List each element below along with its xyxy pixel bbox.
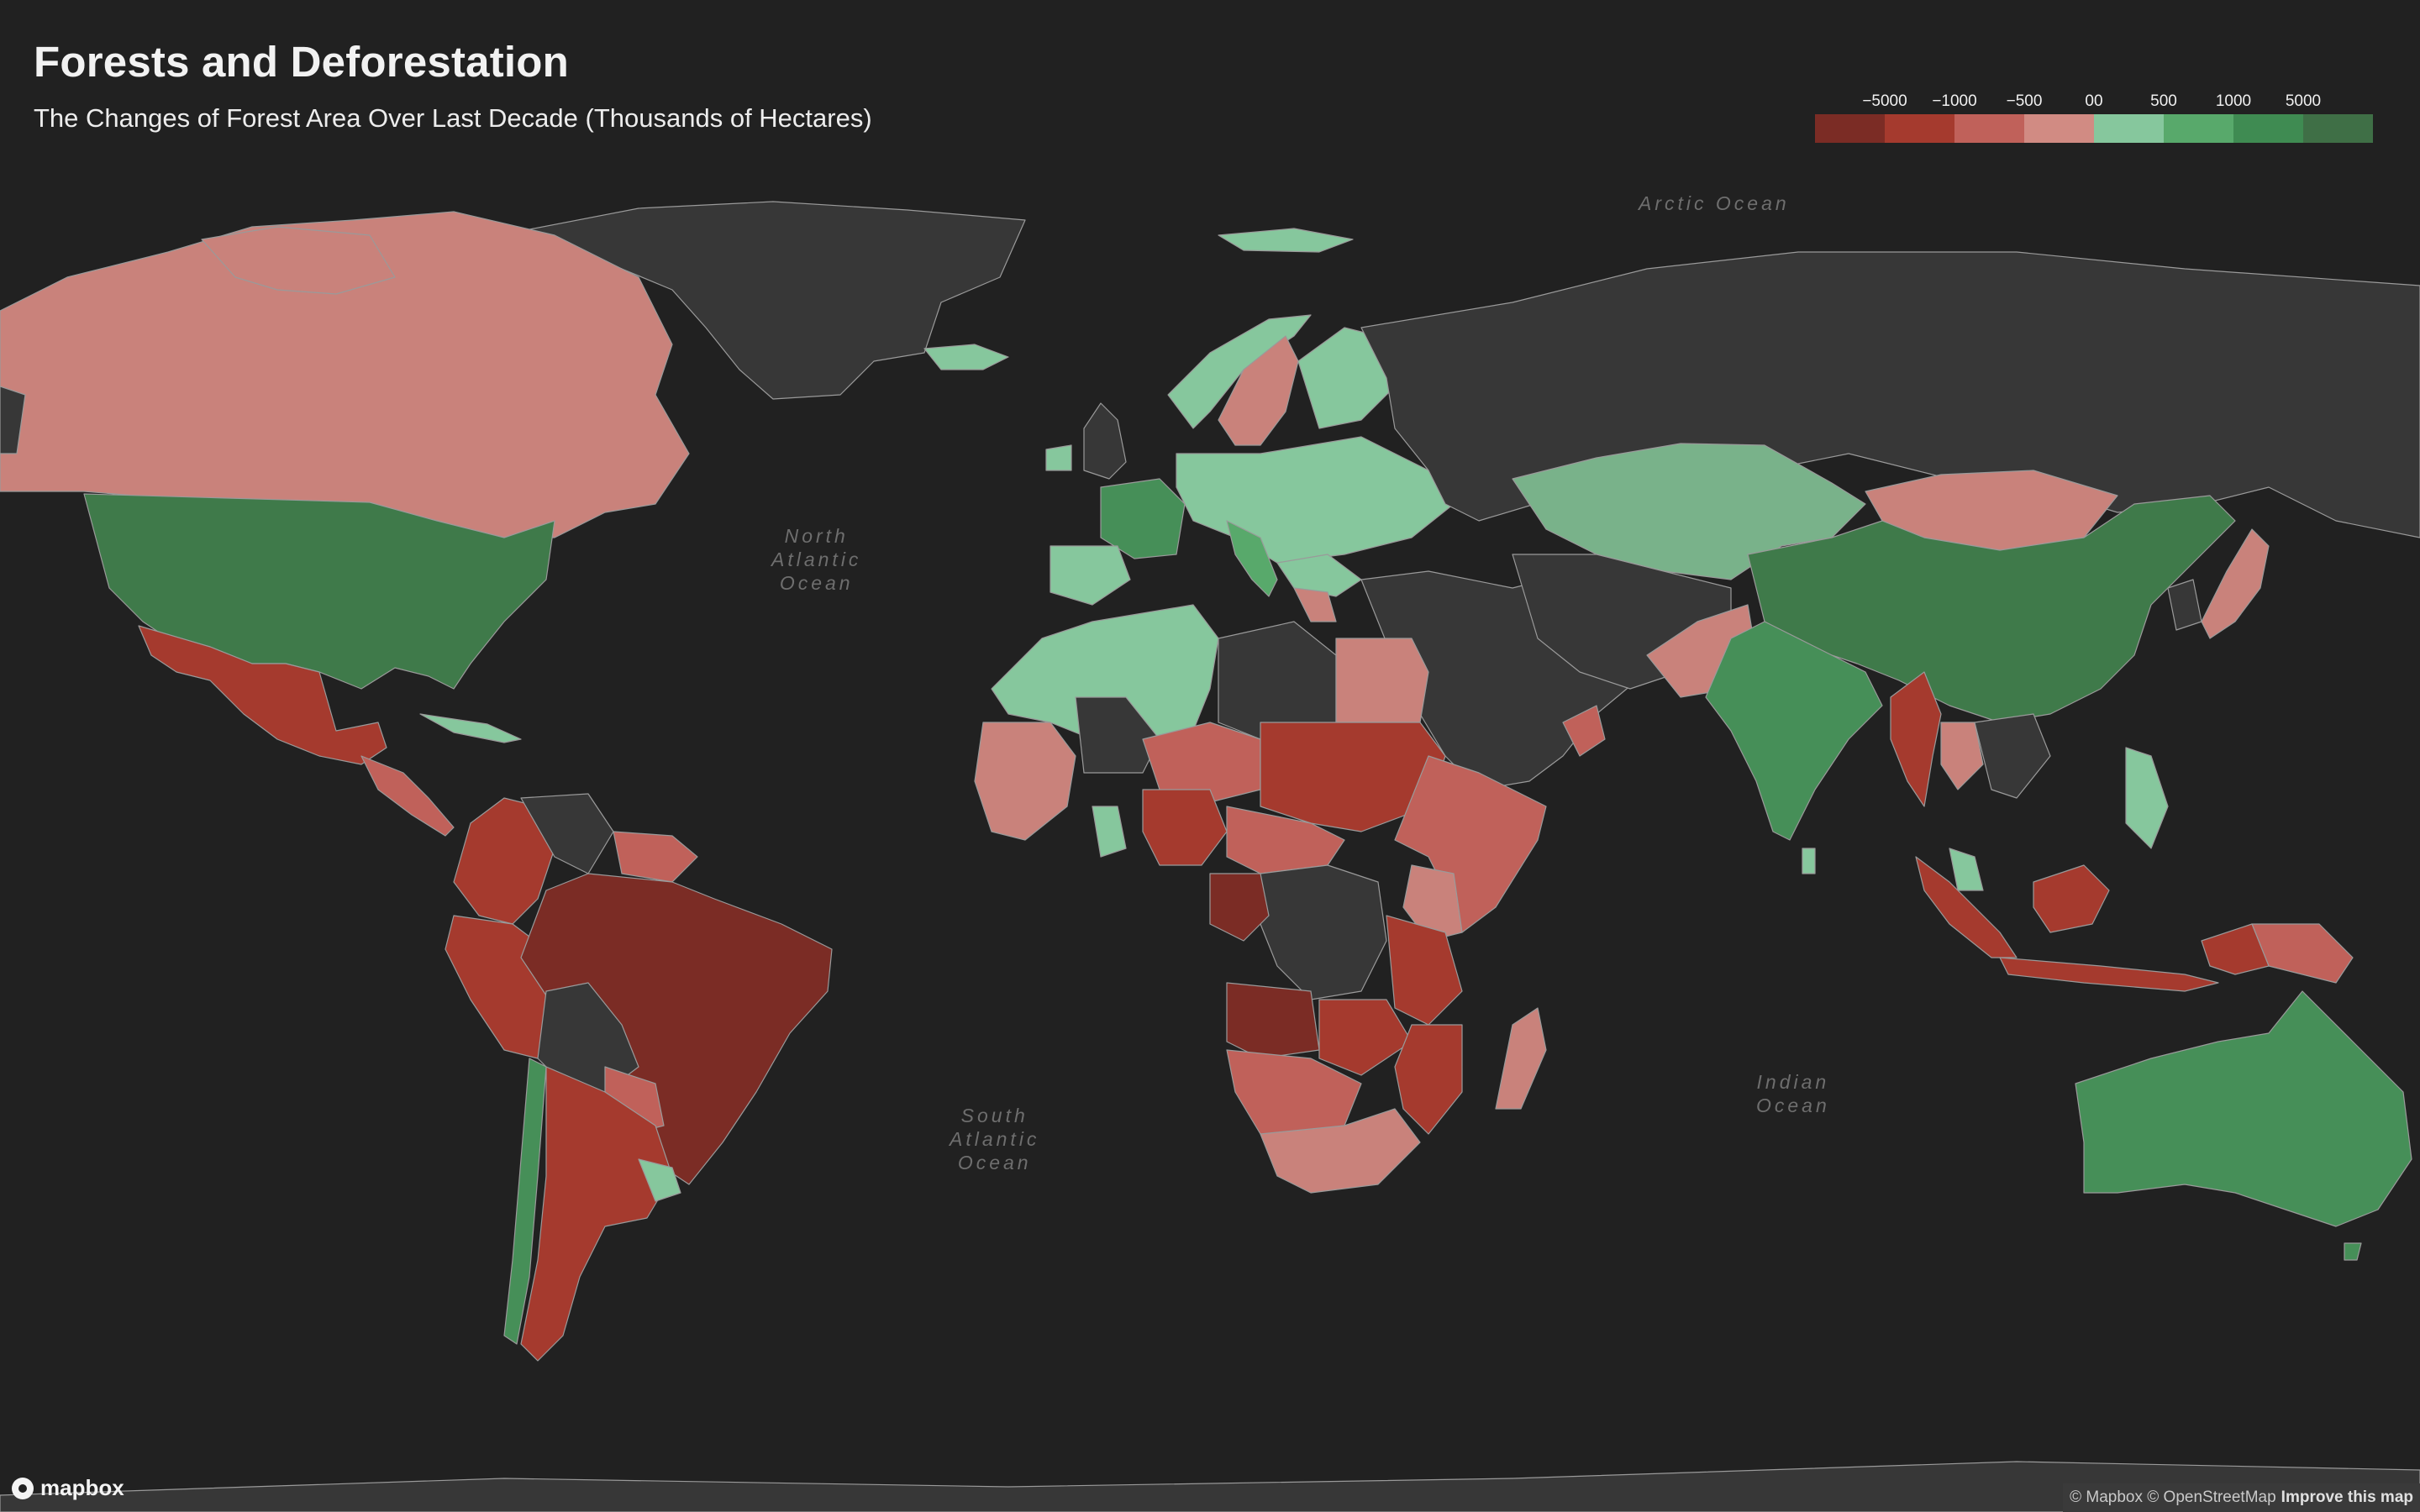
ocean-label-arctic: Arctic Ocean [1639, 192, 1790, 214]
legend-label: 5000 [2285, 92, 2322, 110]
legend-label: −500 [2006, 92, 2043, 110]
region-caribbean[interactable] [419, 713, 522, 743]
region-tanzania[interactable] [1386, 915, 1463, 1026]
region-malaysia[interactable] [1949, 848, 1984, 891]
region-svalbard[interactable] [1218, 228, 1354, 253]
map-subtitle: The Changes of Forest Area Over Last Dec… [34, 103, 872, 133]
legend-swatch [2094, 114, 2164, 143]
region-nigeria[interactable] [1142, 789, 1228, 866]
legend-label: −5000 [1862, 92, 1907, 110]
legend-label: 500 [2150, 92, 2177, 110]
region-france[interactable] [1100, 478, 1186, 559]
region-uruguay[interactable] [638, 1158, 681, 1202]
map-attribution: © Mapbox © OpenStreetMap Improve this map [2063, 1483, 2420, 1512]
region-drc[interactable] [1260, 864, 1387, 1000]
legend-label: 1000 [2215, 92, 2252, 110]
region-uk[interactable] [1083, 402, 1127, 480]
legend-label: −1000 [1932, 92, 1977, 110]
region-guianas[interactable] [613, 831, 698, 883]
legend: −5000 −1000 −500 00 500 1000 5000 [1815, 92, 2373, 143]
attribution-text: © Mapbox © OpenStreetMap [2070, 1488, 2276, 1506]
ocean-label-south-atlantic: South Atlantic Ocean [950, 1105, 1040, 1173]
region-italy[interactable] [1226, 520, 1278, 597]
region-indonesia-east[interactable] [1999, 957, 2219, 992]
legend-swatch [2164, 114, 2233, 143]
region-indochina[interactable] [1974, 713, 2051, 799]
region-alaska[interactable] [0, 386, 26, 454]
legend-swatch [1954, 114, 2024, 143]
region-chile[interactable] [503, 1058, 547, 1345]
improve-map-link[interactable]: Improve this map [2281, 1488, 2413, 1506]
mapbox-logo[interactable]: mapbox [12, 1475, 124, 1501]
region-zambia[interactable] [1318, 999, 1413, 1076]
region-ethiopia-somalia[interactable] [1394, 755, 1547, 933]
legend-swatch [2024, 114, 2094, 143]
region-japan[interactable] [2201, 528, 2270, 639]
region-korea[interactable] [2167, 579, 2202, 631]
region-norway[interactable] [1167, 314, 1312, 429]
region-canada-arctic-islands[interactable] [201, 226, 396, 295]
region-tasmania[interactable] [2344, 1242, 2362, 1261]
ocean-label-north-atlantic: North Atlantic Ocean [771, 525, 862, 594]
mapbox-logo-icon [12, 1477, 34, 1499]
legend-swatch [1815, 114, 1885, 143]
region-angola[interactable] [1226, 982, 1320, 1059]
region-morocco-algeria[interactable] [991, 604, 1219, 748]
region-south-africa[interactable] [1260, 1108, 1421, 1194]
region-antarctica[interactable] [0, 1461, 2420, 1512]
title-block: Forests and Deforestation The Changes of… [34, 37, 872, 134]
ocean-label-indian: Indian Ocean [1756, 1071, 1830, 1116]
region-australia[interactable] [2075, 990, 2412, 1227]
legend-label: 00 [2085, 92, 2103, 110]
region-thailand[interactable] [1940, 722, 1984, 790]
region-argentina[interactable] [520, 1066, 673, 1362]
region-sweden[interactable] [1218, 335, 1299, 446]
legend-labels: −5000 −1000 −500 00 500 1000 5000 [1815, 92, 2373, 114]
mapbox-logo-text: mapbox [40, 1475, 124, 1500]
region-ghana[interactable] [1092, 806, 1127, 858]
region-myanmar[interactable] [1890, 671, 1942, 807]
region-indonesia-borneo[interactable] [2033, 864, 2110, 933]
region-mozambique[interactable] [1394, 1024, 1463, 1135]
region-egypt[interactable] [1335, 638, 1429, 723]
region-iberia[interactable] [1050, 545, 1131, 606]
region-greece-turkey[interactable] [1293, 587, 1337, 622]
region-greenland[interactable] [520, 201, 1026, 400]
region-colombia[interactable] [453, 797, 555, 925]
region-venezuela[interactable] [520, 793, 614, 874]
region-west-africa[interactable] [974, 722, 1076, 841]
region-ireland[interactable] [1045, 444, 1072, 471]
region-mexico[interactable] [138, 625, 387, 765]
region-oman[interactable] [1562, 705, 1606, 757]
region-madagascar[interactable] [1495, 1007, 1547, 1110]
region-china[interactable] [1747, 495, 2236, 723]
legend-color-bar [1815, 114, 2373, 143]
map-title: Forests and Deforestation [34, 38, 569, 86]
region-philippines[interactable] [2125, 747, 2169, 849]
region-india[interactable] [1705, 621, 1883, 841]
region-congo-gabon[interactable] [1209, 873, 1270, 942]
legend-swatch [2233, 114, 2303, 143]
region-balkans[interactable] [1276, 554, 1362, 597]
legend-swatch [2303, 114, 2373, 143]
region-papua-indonesia[interactable] [2201, 923, 2270, 975]
region-sri-lanka[interactable] [1802, 848, 1816, 874]
legend-swatch [1885, 114, 1954, 143]
region-central-america[interactable] [360, 755, 455, 837]
region-iceland[interactable] [923, 344, 1009, 370]
